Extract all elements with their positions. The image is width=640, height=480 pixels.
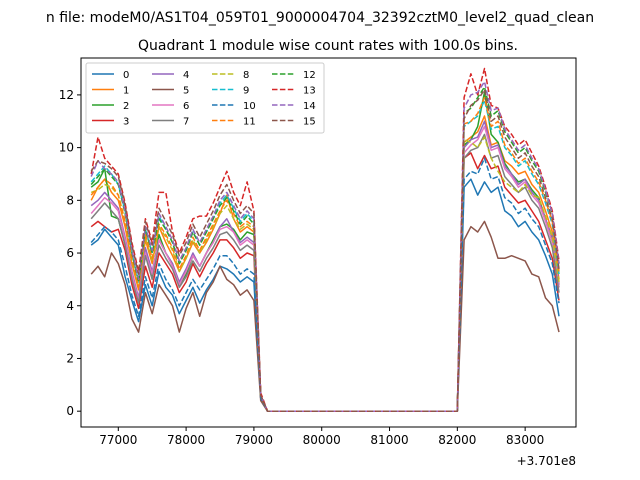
legend-label-15: 15 xyxy=(303,117,316,128)
legend-label-11: 11 xyxy=(243,117,256,128)
series-line-8 xyxy=(90,136,560,412)
legend-label-7: 7 xyxy=(183,117,189,128)
x-tick-label: 78000 xyxy=(167,433,205,447)
series-line-10 xyxy=(90,157,560,412)
legend-label-14: 14 xyxy=(303,101,316,112)
chart-title: Quadrant 1 module wise count rates with … xyxy=(138,38,518,54)
series-line-1 xyxy=(90,115,560,412)
chart-suptitle: n file: modeM0/AS1T04_059T01_9000004704_… xyxy=(46,10,594,26)
legend-label-10: 10 xyxy=(243,101,256,112)
legend-frame xyxy=(85,62,325,134)
legend-label-3: 3 xyxy=(123,117,129,128)
series-layer xyxy=(90,67,560,412)
x-tick-label: 82000 xyxy=(438,433,476,447)
y-tick-label: 10 xyxy=(59,141,74,155)
series-line-13 xyxy=(90,67,560,412)
series-line-7 xyxy=(90,133,560,412)
legend-label-8: 8 xyxy=(243,70,249,81)
y-tick-label: 2 xyxy=(66,351,74,365)
plot-frame xyxy=(80,57,577,428)
series-line-3 xyxy=(90,152,560,412)
y-tick-label: 6 xyxy=(66,246,74,260)
series-line-5 xyxy=(90,220,560,412)
y-tick-label: 4 xyxy=(66,299,74,313)
y-tick-label: 0 xyxy=(66,404,74,418)
legend-label-4: 4 xyxy=(183,70,189,81)
x-tick-label: 77000 xyxy=(99,433,137,447)
legend-label-1: 1 xyxy=(123,86,129,97)
series-line-15 xyxy=(90,88,560,412)
legend-label-0: 0 xyxy=(123,70,129,81)
tick-layer: 77000 78000 79000 80000 81000 82000 83000 0 2 4 6 8… xyxy=(59,88,545,447)
legend-label-2: 2 xyxy=(123,101,129,112)
legend-label-5: 5 xyxy=(183,86,189,97)
legend-label-9: 9 xyxy=(243,86,249,97)
x-tick-label: 81000 xyxy=(370,433,408,447)
legend-label-6: 6 xyxy=(183,101,189,112)
legend-label-12: 12 xyxy=(303,70,316,81)
y-tick-label: 8 xyxy=(66,193,74,207)
series-line-0 xyxy=(90,178,560,412)
x-tick-label: 80000 xyxy=(303,433,341,447)
x-tick-label: 83000 xyxy=(506,433,544,447)
legend-label-13: 13 xyxy=(303,86,316,97)
x-tick-label: 79000 xyxy=(235,433,273,447)
x-offset-text: +3.701e8 xyxy=(517,454,576,468)
y-tick-label: 12 xyxy=(59,88,74,102)
